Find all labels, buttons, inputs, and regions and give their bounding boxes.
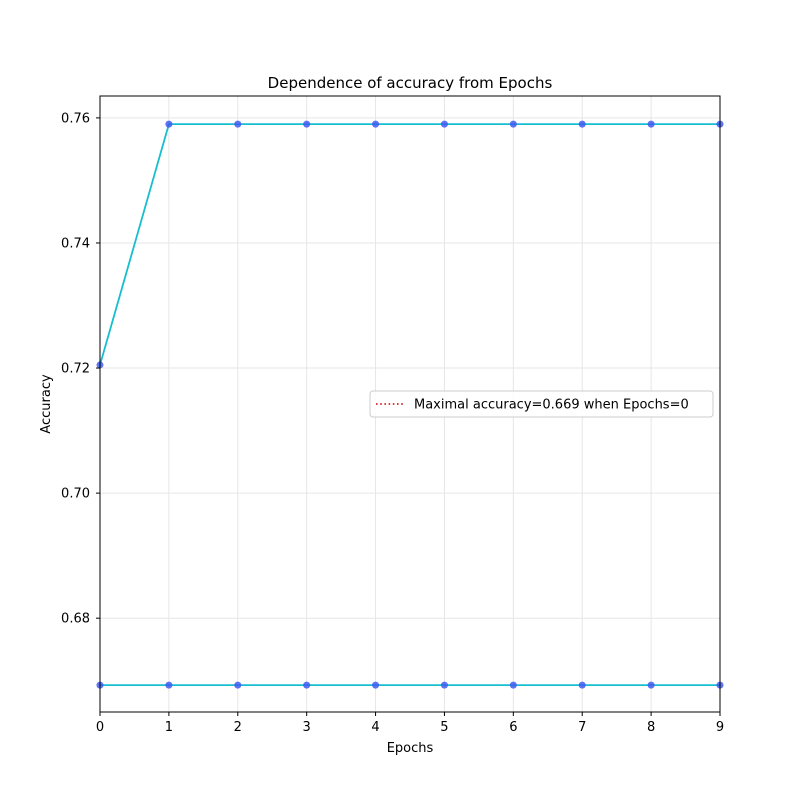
y-tick-label: 0.70 <box>61 487 90 502</box>
legend-label: Maximal accuracy=0.669 when Epochs=0 <box>414 398 689 413</box>
data-point <box>578 681 586 689</box>
x-tick-label: 2 <box>234 720 242 735</box>
data-point <box>509 120 517 128</box>
plot-frame <box>99 95 721 713</box>
x-tick-label: 0 <box>96 720 104 735</box>
x-tick-label: 9 <box>716 720 724 735</box>
chart-title: Dependence of accuracy from Epochs <box>268 74 553 92</box>
x-tick-label: 1 <box>165 720 173 735</box>
data-point <box>647 120 655 128</box>
y-tick-label: 0.68 <box>61 612 90 627</box>
data-point <box>509 681 517 689</box>
series-layer <box>96 120 724 689</box>
data-point <box>234 681 242 689</box>
y-tick-label: 0.76 <box>61 111 90 126</box>
series-line-1 <box>99 123 720 366</box>
data-point <box>303 681 311 689</box>
tick-layer: 0 1 2 3 4 5 6 7 8 9 0.68 0.70 0.72 0.74 0.76 <box>61 111 724 735</box>
x-axis-label: Epochs <box>387 741 434 756</box>
data-point <box>165 681 173 689</box>
legend-box <box>369 390 714 418</box>
x-tick-label: 5 <box>440 720 448 735</box>
data-point <box>647 681 655 689</box>
y-axis-label: Accuracy <box>39 374 54 434</box>
data-point <box>372 681 380 689</box>
x-tick-label: 8 <box>647 720 655 735</box>
x-tick-label: 6 <box>509 720 517 735</box>
legend: Maximal accuracy=0.669 when Epochs=0 <box>369 390 714 418</box>
x-tick-label: 7 <box>578 720 586 735</box>
y-tick-label: 0.72 <box>61 362 90 377</box>
data-point <box>234 120 242 128</box>
data-point <box>165 120 173 128</box>
x-tick-label: 3 <box>303 720 311 735</box>
data-point <box>440 120 448 128</box>
data-point <box>303 120 311 128</box>
x-tick-label: 4 <box>371 720 379 735</box>
y-tick-label: 0.74 <box>61 236 90 251</box>
data-point <box>578 120 586 128</box>
data-point <box>440 681 448 689</box>
data-point <box>372 120 380 128</box>
